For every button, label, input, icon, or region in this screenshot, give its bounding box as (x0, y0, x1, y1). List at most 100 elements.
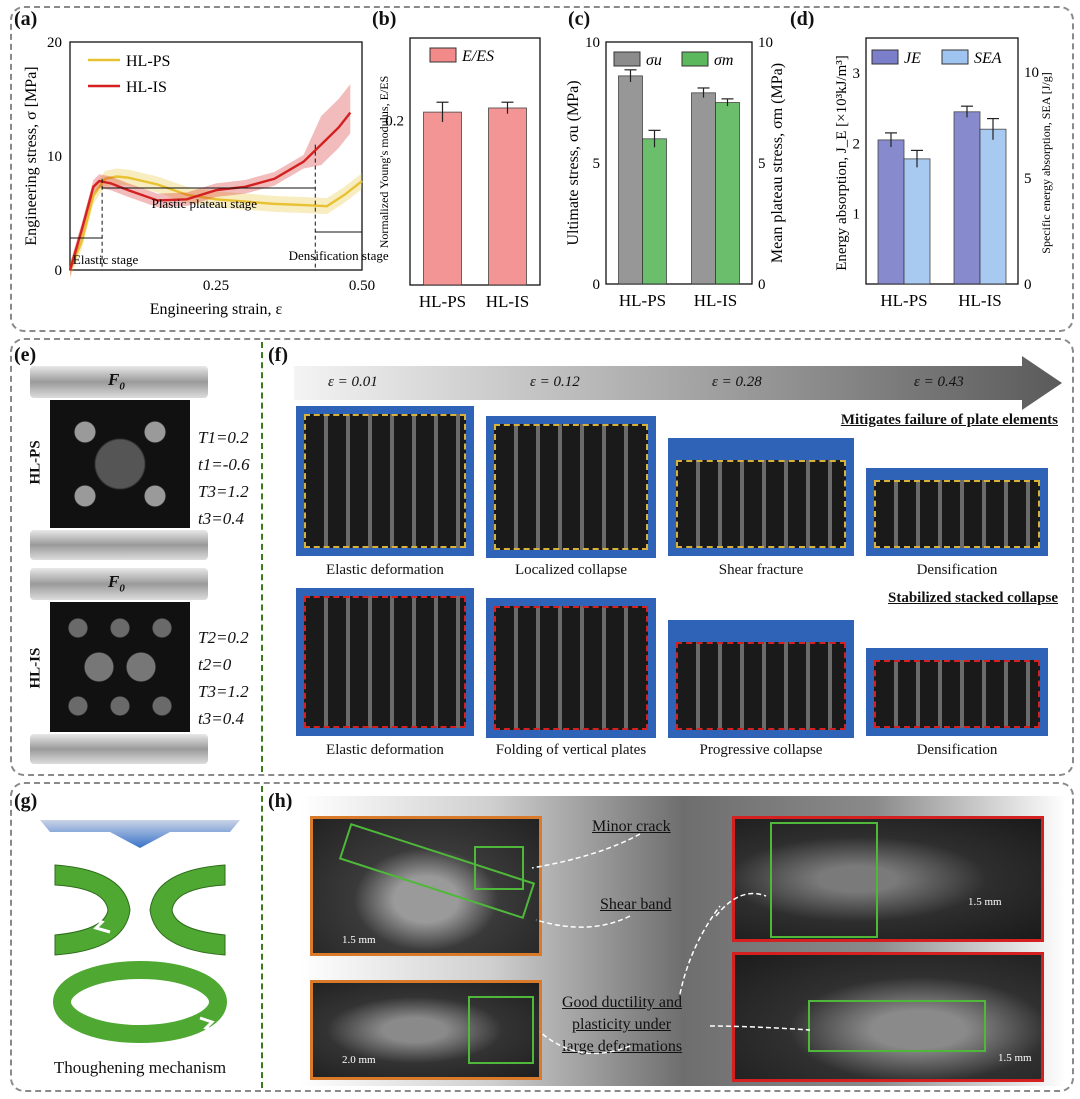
lattice-is (50, 602, 190, 732)
press-plate (40, 820, 240, 848)
chartB-xtick: HL-PS (419, 292, 466, 311)
chartC-legend-swatch-σu (613, 51, 641, 67)
bottom-plate-ps (30, 530, 208, 560)
note-ductility-2: plasticity under (572, 1016, 672, 1033)
c-ylabel-right: Mean plateau stress, σm (MPa) (769, 63, 786, 263)
a-anno-elastic: Elastic stage (73, 252, 139, 267)
panel-label-c: (c) (568, 8, 591, 30)
chartD-bar-SEA-HL-PS (903, 158, 931, 285)
caption-is-3: Progressive collapse (699, 742, 823, 758)
micrograph-is-2 (732, 952, 1044, 1082)
chartB-axes (409, 37, 541, 286)
d-ytick: 2 (853, 136, 861, 152)
line-HL-PS (68, 175, 363, 271)
chartB-legend-label-E/E_S: E/ES (461, 48, 494, 65)
photo-ps-2 (486, 416, 656, 558)
param-ps-3: T3=1.2 (198, 482, 249, 501)
photo-is-2 (486, 598, 656, 738)
chartD-xtick: HL-IS (958, 291, 1001, 310)
panel-middle-frame (10, 338, 1074, 776)
crack-box (474, 846, 524, 890)
photo-ps-3 (668, 438, 854, 556)
caption-ps-3: Shear fracture (718, 562, 804, 578)
params-is: T2=0.2 t2=0 T3=1.2 t3=0.4 (198, 624, 249, 732)
ductility-box-left (468, 996, 534, 1064)
note-shear-band: Shear band (600, 896, 672, 913)
strain-arrow (294, 356, 1062, 410)
panel-label-d: (d) (790, 8, 815, 30)
param-ps-4: t3=0.4 (198, 509, 244, 528)
chartB-bar-E/E_S-HL-PS (423, 111, 462, 286)
force-label-is: F0 (108, 572, 125, 595)
chartD-xtick: HL-PS (880, 291, 927, 310)
scale-bar-4: 1.5 mm (998, 1052, 1032, 1064)
chartD-bar-J_E-HL-IS (953, 111, 981, 285)
caption-is-2: Folding of vertical plates (495, 742, 647, 758)
chart-c-stress: HL-PS HL-IS σu σm 0 5 10 0 5 10 Ultimate stress, σ… (565, 35, 786, 310)
axes-box-a (69, 41, 363, 271)
chartC-xtick: HL-IS (694, 291, 737, 310)
c-ylabel: Ultimate stress, σu (MPa) (565, 80, 582, 245)
caption-ps-2: Localized collapse (514, 562, 628, 578)
label-hl-ps: HL-PS (27, 440, 44, 485)
c-ytick: 0 (593, 277, 601, 293)
chartD-legend-label-J_E: JE (904, 50, 921, 67)
a-anno-densification: Densification stage (289, 248, 389, 263)
chartD-axes (865, 37, 1019, 285)
ductility-box-right (808, 1000, 986, 1052)
panel-top-frame (10, 6, 1074, 332)
legend-label-HL-IS: HL-IS (126, 79, 167, 96)
photo-is-4 (866, 648, 1048, 736)
bottom-plate-is (30, 734, 208, 764)
chartC-xtick: HL-PS (619, 291, 666, 310)
a-ytick: 0 (55, 263, 63, 279)
d-ylabel-right: Specific energy absorption, SEA [J/g] (1039, 72, 1053, 253)
band-HL-PS (70, 168, 362, 278)
note-ductility-1: Good ductility and (562, 994, 682, 1011)
b-ylabel: Normalized Young's modulus, E/ES (377, 76, 391, 249)
chartC-axes (605, 41, 753, 285)
top-row-title: Mitigates failure of plate elements (840, 412, 1058, 428)
d-ytick: 3 (853, 66, 861, 82)
caption-is-1: Elastic deformation (326, 742, 444, 758)
param-is-3: T3=1.2 (198, 682, 249, 701)
top-plate-is (30, 568, 208, 600)
chartC-legend-label-σm: σm (714, 52, 733, 69)
a-xtick: 0.50 (349, 278, 375, 294)
panel-label-e: (e) (14, 344, 37, 366)
a-xlabel: Engineering strain, ε (150, 301, 283, 318)
chart-a-stress-strain: HL-PS HL-IS 0 10 20 0.25 0.50 Engineering strai… (23, 35, 389, 318)
chartD-legend-swatch-SEA (941, 49, 969, 65)
photo-ps-1 (296, 406, 474, 556)
c-ytick-right: 5 (758, 156, 766, 172)
chartB-legend-swatch-E/E_S (429, 47, 457, 63)
bottom-divider (261, 786, 263, 1088)
panel-label-g: (g) (14, 790, 38, 812)
d-ytick-right: 5 (1024, 171, 1032, 187)
d-ytick: 1 (853, 207, 861, 223)
toughening-caption: Thoughening mechanism (53, 1058, 227, 1077)
force-label-ps: F0 (108, 370, 125, 393)
chartD-legend-label-SEA: SEA (974, 50, 1002, 67)
c-ytick: 5 (593, 156, 601, 172)
top-plate-ps (30, 366, 208, 398)
h-arrows (531, 833, 811, 1055)
strain-2: ε = 0.12 (530, 374, 580, 390)
chartC-bar-σm-HL-PS (642, 138, 667, 285)
caption-ps-4: Densification (916, 562, 998, 578)
strain-3: ε = 0.28 (712, 374, 762, 390)
a-anno-plateau: Plastic plateau stage (152, 196, 258, 211)
lattice-ps (50, 400, 190, 528)
panel-label-f: (f) (268, 344, 288, 366)
green-arc-left (54, 864, 131, 956)
fold-box (770, 822, 878, 938)
chartC-bar-σu-HL-IS (691, 92, 716, 285)
panel-label-h: (h) (268, 790, 293, 812)
chartB-xtick: HL-IS (486, 292, 529, 311)
params-ps: T1=0.2 t1=-0.6 T3=1.2 t3=0.4 (198, 424, 250, 532)
scale-bar-2: 2.0 mm (342, 1054, 376, 1066)
strain-4: ε = 0.43 (914, 374, 964, 390)
chartB-bar-E/E_S-HL-IS (488, 107, 527, 286)
chartD-legend-swatch-J_E (871, 49, 899, 65)
